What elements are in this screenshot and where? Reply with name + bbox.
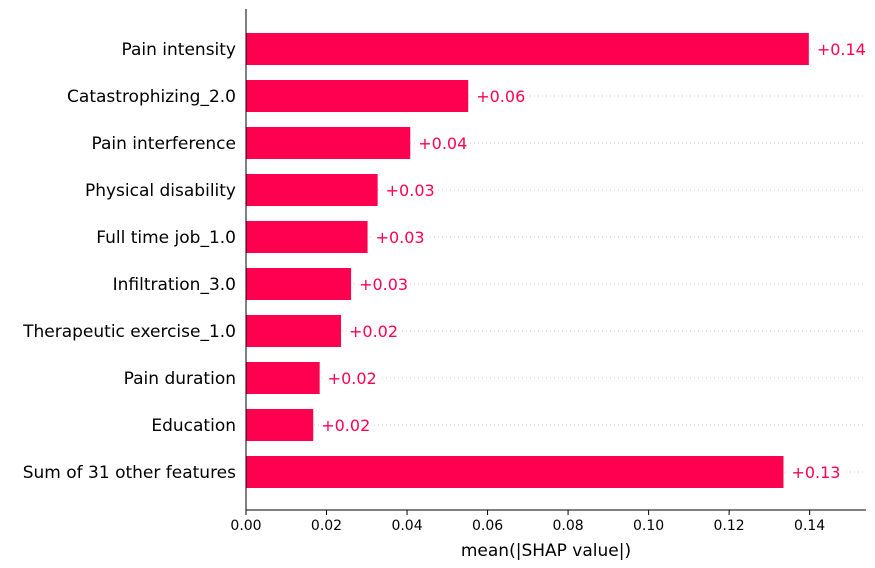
value-label: +0.13	[791, 463, 840, 482]
value-label: +0.14	[817, 40, 866, 59]
x-tick-label: 0.02	[311, 518, 342, 534]
value-label: +0.02	[321, 416, 370, 435]
value-label: +0.03	[359, 275, 408, 294]
value-label-bg	[325, 369, 379, 388]
value-label-bg	[474, 87, 528, 106]
x-tick-label: 0.06	[472, 518, 503, 534]
category-label: Catastrophizing_2.0	[67, 87, 236, 107]
bar	[246, 127, 411, 159]
value-label: +0.03	[376, 228, 425, 247]
value-label-bg	[814, 40, 868, 59]
value-label: +0.03	[386, 181, 435, 200]
bar	[246, 268, 352, 300]
bar	[246, 362, 320, 394]
x-tick-label: 0.08	[552, 518, 583, 534]
bar	[246, 315, 342, 347]
x-axis-title: mean(|SHAP value|)	[461, 541, 631, 561]
x-tick-label: 0.04	[391, 518, 422, 534]
value-label-bg	[357, 275, 411, 294]
x-tick-label: 0.10	[633, 518, 664, 534]
category-label: Full time job_1.0	[96, 228, 236, 248]
category-label: Therapeutic exercise_1.0	[22, 322, 236, 342]
value-label-bg	[319, 416, 373, 435]
value-label-bg	[789, 463, 843, 482]
value-label-bg	[416, 134, 470, 153]
row-guide-lines	[246, 48, 866, 473]
value-label-bg	[383, 181, 437, 200]
x-tick-label: 0.14	[794, 518, 825, 534]
x-tick-label: 0.12	[714, 518, 745, 534]
category-label: Pain interference	[91, 134, 236, 154]
category-label: Pain intensity	[121, 40, 236, 60]
bar	[246, 174, 378, 206]
x-ticks-group: 0.00 0.02 0.04 0.06 0.08 0.10 0.12 0.14	[230, 510, 825, 534]
category-label: Pain duration	[124, 369, 236, 389]
value-labels-group: +0.14 +0.06 +0.04 +0.03 +0.03 +0.03 +0.02 +0.02…	[319, 40, 868, 482]
value-label: +0.04	[418, 134, 467, 153]
bars-group	[246, 33, 809, 488]
category-label: Physical disability	[85, 181, 236, 201]
category-label: Education	[151, 416, 236, 436]
bar	[246, 33, 809, 65]
bar	[246, 409, 314, 441]
value-label: +0.02	[328, 369, 377, 388]
category-labels-group: Pain intensity Catastrophizing_2.0 Pain in…	[22, 40, 236, 483]
bar	[246, 456, 784, 488]
bar	[246, 80, 469, 112]
x-tick-label: 0.00	[230, 518, 261, 534]
category-label: Infiltration_3.0	[113, 275, 236, 295]
value-label-bg	[347, 322, 401, 341]
value-label-bg	[373, 228, 427, 247]
category-label: Sum of 31 other features	[23, 463, 236, 483]
value-label: +0.02	[349, 322, 398, 341]
bar	[246, 221, 368, 253]
value-label: +0.06	[476, 87, 525, 106]
